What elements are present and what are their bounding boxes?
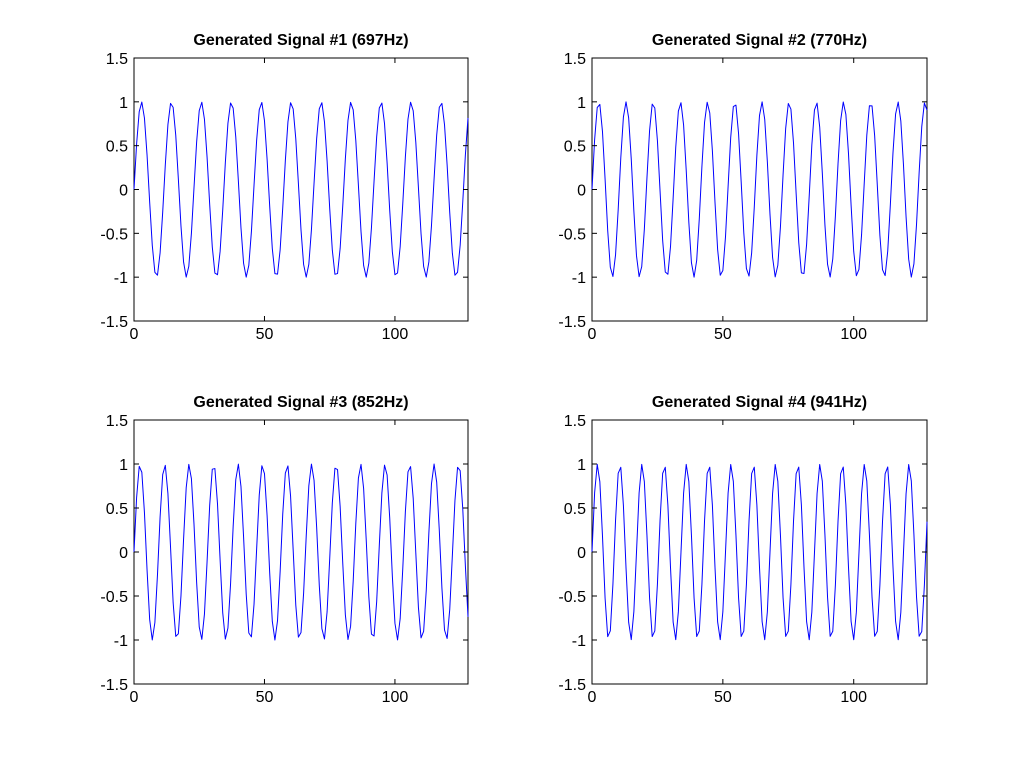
axes-frame	[591, 419, 928, 685]
subplot-4: 0 50 100 -1.5 -1 -0.5 0 0.5 1 1.5 Generated Signal…	[558, 394, 928, 706]
y-tick-label: 0.5	[106, 501, 128, 518]
x-tick-label: 0	[130, 689, 139, 706]
y-tick-label: -1.5	[558, 314, 586, 331]
axes-frame	[133, 57, 469, 322]
plot-title: Generated Signal #3 (852Hz)	[193, 394, 408, 411]
y-tick-label: 0	[577, 545, 586, 562]
x-tick-label: 50	[714, 689, 732, 706]
series-line-1	[133, 101, 469, 278]
y-tick-label: 0.5	[106, 139, 128, 156]
x-tick-label: 100	[840, 326, 867, 343]
y-tick-label: -0.5	[100, 589, 128, 606]
subplot-3: 0 50 100 -1.5 -1 -0.5 0 0.5 1 1.5 Generated Signal…	[100, 394, 469, 706]
y-tick-label: -1	[114, 633, 128, 650]
x-tick-label: 50	[256, 689, 274, 706]
y-tick-label: 1.5	[106, 51, 128, 68]
y-tick-label: -0.5	[558, 589, 586, 606]
y-tick-label: 0.5	[564, 139, 586, 156]
y-tick-label: 1.5	[564, 51, 586, 68]
series-line-1	[133, 463, 469, 641]
y-tick-label: -1	[114, 270, 128, 287]
x-tick-label: 100	[382, 689, 409, 706]
y-tick-label: 1	[577, 457, 586, 474]
y-tick-label: 1.5	[106, 413, 128, 430]
y-tick-label: 0	[577, 183, 586, 200]
y-tick-label: -1	[572, 633, 586, 650]
y-tick-label: -1.5	[558, 677, 586, 694]
x-tick-label: 50	[256, 326, 274, 343]
x-tick-label: 0	[588, 689, 597, 706]
axes-frame	[133, 419, 469, 685]
subplot-1: 0 50 100 -1.5 -1 -0.5 0 0.5 1 1.5 Generated Signal…	[100, 32, 469, 343]
plot-title: Generated Signal #4 (941Hz)	[652, 394, 867, 411]
series-line-1	[591, 101, 928, 278]
y-tick-label: -1.5	[100, 314, 128, 331]
y-tick-label: 0	[119, 545, 128, 562]
subplot-2: 0 50 100 -1.5 -1 -0.5 0 0.5 1 1.5 Generated Signal…	[558, 32, 928, 343]
y-tick-label: 1	[119, 457, 128, 474]
y-tick-label: -0.5	[558, 226, 586, 243]
x-tick-label: 0	[130, 326, 139, 343]
y-tick-label: 0.5	[564, 501, 586, 518]
x-tick-label: 50	[714, 326, 732, 343]
y-tick-label: 0	[119, 183, 128, 200]
y-tick-label: 1.5	[564, 413, 586, 430]
y-tick-label: 1	[577, 95, 586, 112]
plot-title: Generated Signal #1 (697Hz)	[193, 32, 408, 49]
x-tick-label: 0	[588, 326, 597, 343]
axes-frame	[591, 57, 928, 322]
x-tick-label: 100	[840, 689, 867, 706]
y-tick-label: 1	[119, 95, 128, 112]
plot-title: Generated Signal #2 (770Hz)	[652, 32, 867, 49]
series-line-1	[591, 463, 928, 641]
y-tick-label: -1.5	[100, 677, 128, 694]
y-tick-label: -1	[572, 270, 586, 287]
y-tick-label: -0.5	[100, 226, 128, 243]
x-tick-label: 100	[382, 326, 409, 343]
